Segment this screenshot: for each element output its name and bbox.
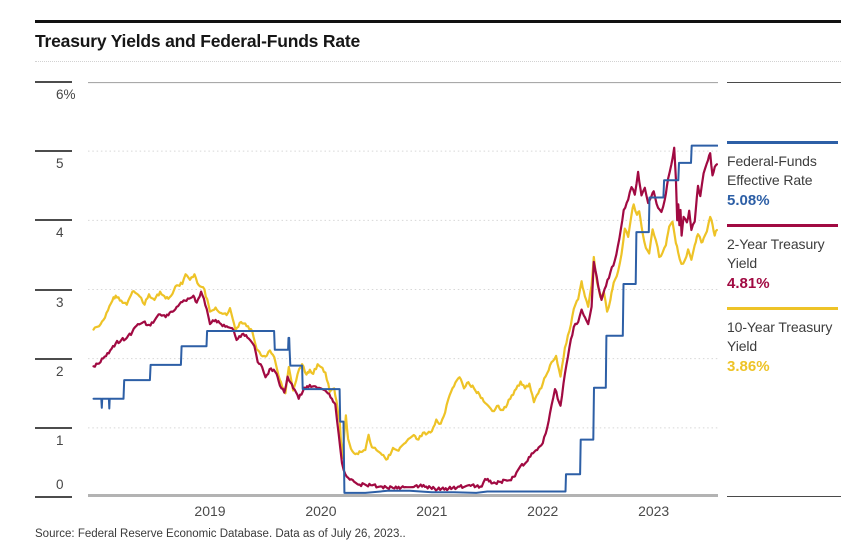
y-axis-tick [35,219,72,222]
y-axis-tick [35,426,72,429]
series-line-10-year-treasury-yield [92,203,718,461]
legend: Federal-Funds Effective Rate 5.08% 2-Year … [727,82,841,497]
y-axis-label: 2 [56,363,64,379]
legend-item: 10-Year Treasury Yield 3.86% [727,307,841,377]
legend-swatch [727,307,838,310]
legend-value: 4.81% [727,275,770,292]
y-axis-tick [35,150,72,153]
y-axis-label: 3 [56,294,64,310]
legend-label: Federal-Funds Effective Rate [727,153,817,188]
title-underline-dotted [35,61,841,62]
y-axis-label: 4 [56,225,64,241]
legend-item: 2-Year Treasury Yield 4.81% [727,224,841,294]
y-axis-tick [35,81,72,83]
y-axis-label: 0 [56,477,64,492]
y-axis-label: 5 [56,156,64,172]
y-axis-tick [35,288,72,291]
legend-value: 3.86% [727,358,770,375]
series-line-federal-funds-effective-rate [92,144,718,494]
source-note: Source: Federal Reserve Economic Databas… [35,528,406,540]
y-axis-label: 1 [56,432,64,448]
legend-swatch [727,224,838,227]
x-axis-label: 2019 [194,503,226,519]
legend-item: Federal-Funds Effective Rate 5.08% [727,141,841,211]
chart-canvas [88,82,718,497]
top-rule [35,20,841,23]
legend-value: 5.08% [727,192,770,209]
x-axis-label: 2020 [305,503,337,519]
legend-label: 10-Year Treasury Yield [727,319,833,354]
legend-label: 2-Year Treasury Yield [727,236,825,271]
x-axis-label: 2021 [416,503,448,519]
x-axis-label: 2023 [638,503,670,519]
x-axis-label: 2022 [527,503,559,519]
series-line-2-year-treasury-yield [92,146,718,492]
y-axis-label: 6% [56,87,76,102]
page-title: Treasury Yields and Federal-Funds Rate [35,31,361,51]
y-axis-tick [35,496,72,498]
legend-swatch [727,141,838,144]
y-axis-tick [35,357,72,360]
